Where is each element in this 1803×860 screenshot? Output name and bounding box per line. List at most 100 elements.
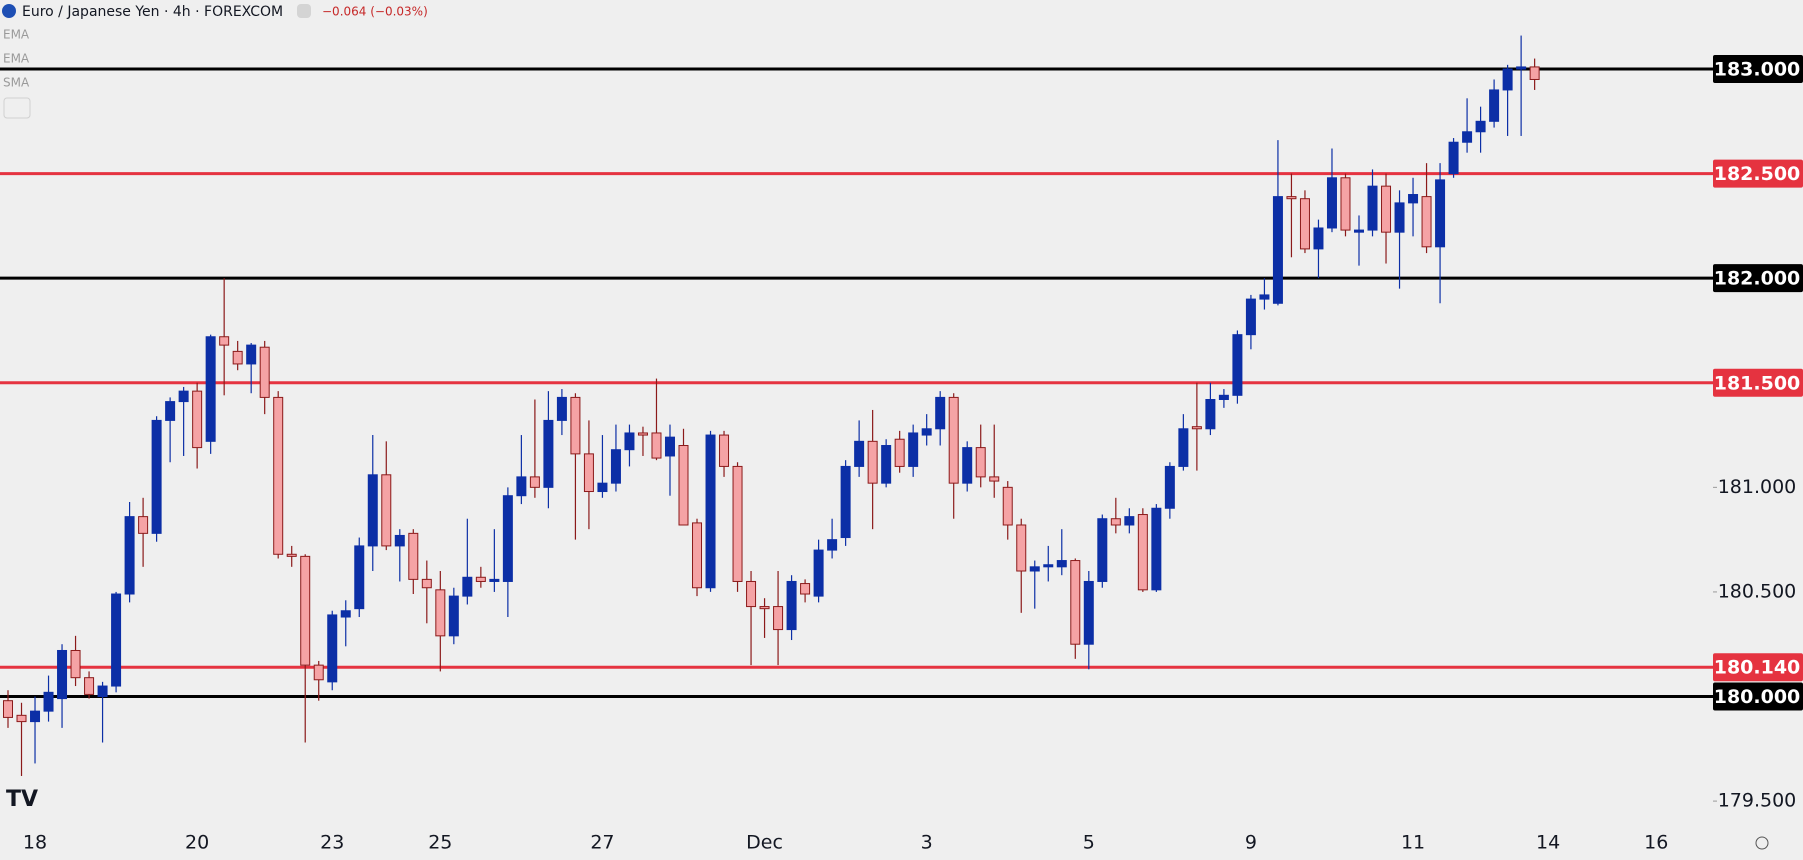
candle-body <box>205 336 216 442</box>
candle-body <box>502 495 513 582</box>
price-box <box>1713 368 1803 397</box>
symbol-logo <box>2 4 16 18</box>
candle-body <box>800 583 811 595</box>
candle-body <box>921 428 932 436</box>
candle-body <box>719 434 730 467</box>
candle-body <box>989 476 1000 482</box>
candle-body <box>286 553 297 557</box>
candle-body <box>1462 131 1473 143</box>
candle-body <box>1137 514 1148 591</box>
y-tick-label: 179.500 <box>1718 790 1797 812</box>
collapse-button[interactable] <box>3 97 31 119</box>
candle-body <box>1272 196 1283 304</box>
candle-body <box>935 396 946 430</box>
price-box <box>1713 264 1803 293</box>
candle-body <box>705 434 716 589</box>
candle-body <box>1164 465 1175 509</box>
candle-body <box>975 447 986 478</box>
candle-body <box>570 396 581 455</box>
candle-body <box>1529 66 1540 80</box>
price-change: −0.064 (−0.03%) <box>322 5 428 19</box>
candle-body <box>1124 516 1135 526</box>
candle-body <box>1381 185 1392 233</box>
candle-body <box>1516 66 1527 70</box>
price-box <box>1713 653 1803 682</box>
x-tick-label: 16 <box>1644 832 1668 854</box>
indicator-label[interactable]: EMA <box>3 28 30 42</box>
candle-body <box>1502 68 1513 91</box>
candle-body <box>881 445 892 484</box>
candle-body <box>624 432 635 451</box>
candle-body <box>1299 198 1310 250</box>
candle-body <box>651 432 662 459</box>
candle-body <box>840 465 851 539</box>
price-box <box>1713 55 1803 84</box>
candle-body <box>313 664 324 681</box>
candle-body <box>1002 486 1013 526</box>
y-tick-label: 180.500 <box>1718 580 1797 602</box>
candle-body <box>151 419 162 534</box>
candle-body <box>475 576 486 582</box>
candle-body <box>192 390 203 449</box>
price-box <box>1713 682 1803 711</box>
x-tick-label: 9 <box>1245 832 1257 854</box>
candle-body <box>232 350 243 365</box>
candle-body <box>678 445 689 526</box>
candle-body <box>1232 334 1243 396</box>
price-box-label: 180.140 <box>1714 657 1801 679</box>
candle-body <box>583 453 594 493</box>
indicator-label[interactable]: EMA <box>3 52 30 66</box>
candle-body <box>1448 141 1459 175</box>
price-box <box>1713 159 1803 188</box>
candle-body <box>30 710 41 723</box>
candle-body <box>746 580 757 608</box>
candle-body <box>1151 507 1162 591</box>
candle-body <box>908 432 919 467</box>
candle-body <box>948 396 959 484</box>
candle-body <box>692 522 703 589</box>
candle-body <box>111 593 122 687</box>
candle-body <box>3 700 13 718</box>
candle-body <box>962 447 973 484</box>
candle-body <box>367 474 378 547</box>
candle-body <box>16 714 27 723</box>
candle-body <box>732 465 743 582</box>
candle-body <box>1354 229 1364 233</box>
candle-body <box>773 606 784 631</box>
candle-body <box>138 516 149 534</box>
candle-body <box>1245 298 1256 336</box>
candle-body <box>219 336 230 346</box>
candle-body <box>1408 194 1419 204</box>
candle-body <box>1259 294 1270 300</box>
chart-title: Euro / Japanese Yen · 4h · FOREXCOM <box>22 4 283 20</box>
price-box-label: 181.500 <box>1714 372 1801 394</box>
candle-body <box>827 539 838 551</box>
candle-body <box>556 396 567 421</box>
candle-body <box>1083 580 1094 645</box>
candle-body <box>1110 518 1121 526</box>
candle-body <box>1313 227 1324 250</box>
x-tick-label: 5 <box>1083 832 1095 854</box>
candle-body <box>97 685 108 698</box>
settings-icon[interactable] <box>1755 836 1769 850</box>
candle-body <box>340 610 351 618</box>
candle-body <box>1394 202 1405 233</box>
candle-body <box>813 549 824 597</box>
logo: TV <box>6 787 38 812</box>
candle-body <box>354 545 365 610</box>
x-tick-label: 27 <box>590 832 614 854</box>
toggle-button[interactable] <box>297 4 311 18</box>
candle-body <box>1489 89 1500 122</box>
candle-body <box>1421 196 1432 248</box>
candle-body <box>1191 426 1202 430</box>
candle-body <box>1286 196 1297 200</box>
candle-body <box>867 440 878 484</box>
x-tick-label: 11 <box>1401 832 1425 854</box>
candle-body <box>786 580 797 631</box>
candle-body <box>854 440 865 467</box>
price-box-label: 182.500 <box>1714 163 1801 185</box>
candle-body <box>1218 394 1229 400</box>
indicator-label[interactable]: SMA <box>3 76 30 90</box>
candle-body <box>610 449 621 484</box>
candle-body <box>637 432 648 436</box>
